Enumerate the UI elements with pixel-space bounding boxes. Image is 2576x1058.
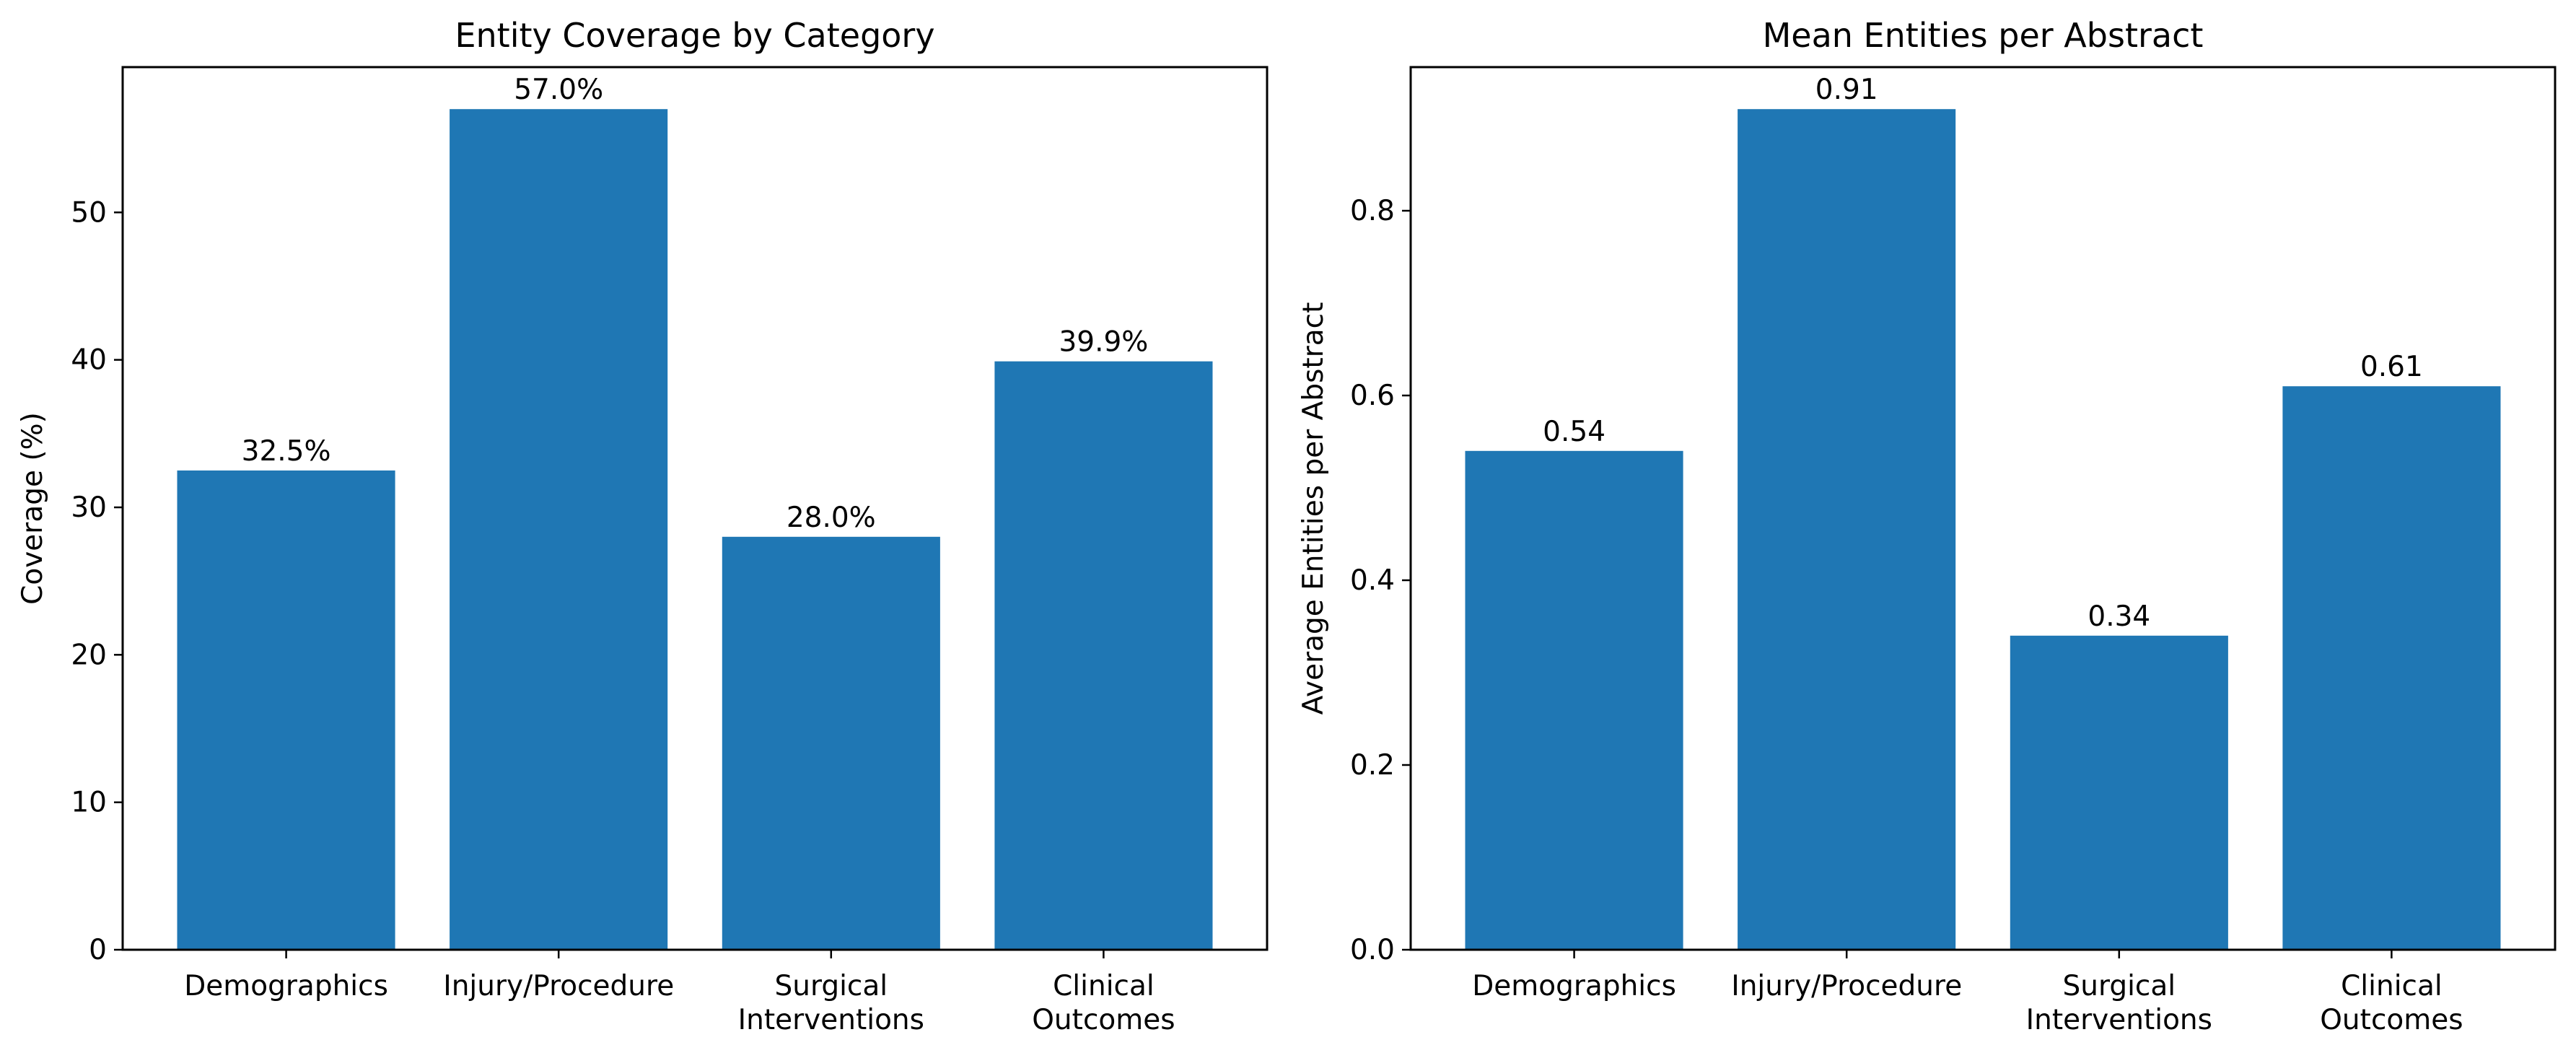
mean-entities-chart: 0.54 0.91 0.34 0.61 0.0 0.2 0.4 0.6 0.8 Demograph… — [1297, 16, 2557, 1036]
bar-value-label: 57.0% — [514, 74, 603, 106]
bar-value-label: 39.9% — [1059, 326, 1148, 359]
chart-title: Entity Coverage by Category — [455, 16, 934, 55]
bar-value-label: 32.5% — [242, 435, 331, 468]
coverage-chart: 32.5% 57.0% 28.0% 39.9% 0 10 20 30 40 50 Demograph… — [17, 16, 1269, 1036]
bar-value-label: 28.0% — [787, 502, 876, 534]
bar — [177, 470, 395, 950]
y-tick-label: 0.8 — [1350, 195, 1395, 227]
bar — [722, 536, 940, 950]
chart-title: Mean Entities per Abstract — [1763, 16, 2204, 55]
y-tick-label: 0.0 — [1350, 934, 1395, 966]
bar — [994, 361, 1213, 950]
bar — [2282, 386, 2501, 950]
bar-value-label: 0.34 — [2087, 600, 2150, 633]
y-tick-label: 0.4 — [1350, 564, 1395, 597]
x-tick-label: Clinical Outcomes — [2320, 970, 2463, 1036]
y-tick-label: 50 — [71, 196, 107, 229]
y-axis-label: Average Entities per Abstract — [1297, 302, 1330, 715]
bar — [450, 109, 668, 950]
bar-value-label: 0.61 — [2360, 351, 2423, 383]
bar — [1738, 109, 1956, 950]
y-tick-label: 10 — [71, 787, 107, 819]
y-tick-label: 40 — [71, 344, 107, 377]
bar — [2010, 635, 2228, 950]
y-tick-label: 30 — [71, 491, 107, 524]
x-tick-label: Surgical Interventions — [738, 970, 924, 1036]
y-tick-label: 0.6 — [1350, 380, 1395, 412]
x-tick-label: Clinical Outcomes — [1032, 970, 1175, 1036]
bar-value-label: 0.91 — [1815, 74, 1878, 106]
x-tick-label: Surgical Interventions — [2026, 970, 2212, 1036]
y-tick-label: 0.2 — [1350, 749, 1395, 782]
x-tick-label: Injury/Procedure — [443, 970, 674, 1002]
axes-frame — [1409, 66, 2557, 951]
bar — [1465, 450, 1683, 950]
y-tick-label: 0 — [89, 934, 107, 966]
x-tick-label: Demographics — [184, 970, 388, 1002]
bar-value-label: 0.54 — [1543, 416, 1605, 448]
axes-frame — [121, 66, 1269, 951]
y-axis-label: Coverage (%) — [17, 412, 49, 605]
x-tick-label: Injury/Procedure — [1731, 970, 1962, 1002]
x-tick-label: Demographics — [1472, 970, 1676, 1002]
y-tick-label: 20 — [71, 639, 107, 671]
